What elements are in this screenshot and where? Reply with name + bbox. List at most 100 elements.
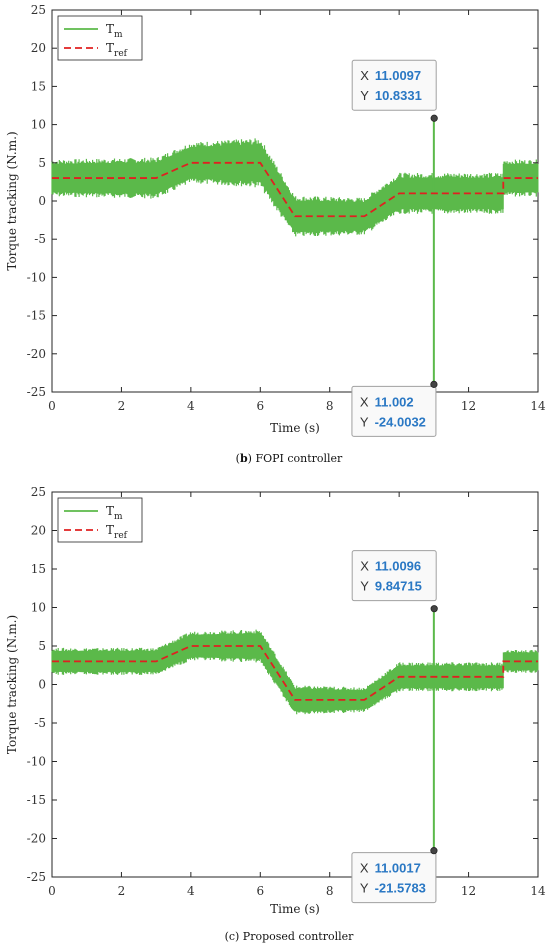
- datatip-row: X 11.0017: [360, 861, 421, 876]
- x-tick-label: 6: [256, 399, 264, 413]
- legend-label-m: Tm: [106, 22, 123, 40]
- y-tick-label: -15: [27, 309, 46, 323]
- datatip-row: Y -24.0032: [360, 414, 426, 429]
- legend-subscript: m: [114, 512, 123, 522]
- legend-box: [57, 497, 143, 543]
- datatip: X 11.0017 Y -21.5783: [351, 847, 438, 904]
- legend-name: T: [106, 41, 114, 55]
- x-tick-label: 12: [461, 399, 476, 413]
- y-tick-label: -15: [27, 793, 46, 807]
- datatip-marker: [430, 847, 438, 855]
- chart-panel-b: 02468101214-25-20-15-10-50510152025Time …: [5, 3, 546, 465]
- x-tick-label: 14: [530, 399, 546, 413]
- x-tick-label: 8: [326, 884, 334, 898]
- legend-name: T: [106, 504, 114, 518]
- datatip-value: 11.0096: [375, 559, 421, 574]
- caption-label: b: [240, 452, 248, 465]
- datatip-row: Y 9.84715: [360, 579, 422, 594]
- x-tick-label: 12: [461, 884, 476, 898]
- datatip-value: -21.5783: [375, 881, 426, 896]
- datatip-row: Y 10.8331: [360, 88, 422, 103]
- y-tick-label: 20: [31, 41, 46, 55]
- legend-box: [57, 15, 143, 61]
- y-tick-label: -5: [34, 716, 46, 730]
- datatip-axis-label: Y: [360, 88, 369, 103]
- datatip-box: [351, 550, 437, 602]
- datatip-axis-label: X: [360, 68, 369, 83]
- datatip-value: -24.0032: [375, 414, 426, 429]
- y-tick-label: -5: [34, 232, 46, 246]
- x-tick-label: 8: [326, 399, 334, 413]
- caption-text: FOPI controller: [252, 452, 343, 465]
- panel-caption: (b) FOPI controller: [236, 452, 343, 465]
- datatip-value: 11.002: [375, 394, 414, 409]
- datatip-value: 11.0017: [375, 861, 421, 876]
- datatip: X 11.002 Y -24.0032: [351, 380, 438, 437]
- y-tick-label: 5: [38, 639, 46, 653]
- x-axis-label: Time (s): [270, 421, 320, 435]
- datatip-axis-label: Y: [360, 579, 369, 594]
- y-tick-label: 0: [38, 194, 46, 208]
- datatip-axis-label: Y: [360, 414, 369, 429]
- datatip-marker: [430, 605, 438, 613]
- y-tick-label: 5: [38, 156, 46, 170]
- caption-text: (c) Proposed controller: [225, 930, 355, 943]
- legend-label-m: Tm: [106, 504, 123, 522]
- y-tick-label: 25: [31, 485, 46, 499]
- datatip-box: [351, 59, 437, 111]
- datatip: X 11.0096 Y 9.84715: [351, 550, 438, 613]
- tref-line: [52, 161, 538, 218]
- x-tick-label: 2: [118, 884, 126, 898]
- datatip-row: Y -21.5783: [360, 881, 426, 896]
- y-tick-label: 15: [31, 562, 46, 576]
- chart-panel-c: 02468101214-25-20-15-10-50510152025Time …: [5, 485, 546, 943]
- datatip-axis-label: X: [360, 861, 369, 876]
- legend-subscript: ref: [114, 49, 128, 59]
- y-tick-label: 0: [38, 678, 46, 692]
- y-tick-label: -20: [27, 832, 46, 846]
- y-tick-label: 10: [31, 601, 46, 615]
- x-tick-label: 14: [530, 884, 546, 898]
- datatip-marker: [430, 114, 438, 122]
- tref-line: [52, 645, 538, 701]
- legend-label-ref: Tref: [106, 523, 128, 541]
- panel-caption: (c) Proposed controller: [225, 930, 355, 943]
- x-tick-label: 6: [256, 884, 264, 898]
- x-tick-label: 0: [48, 399, 56, 413]
- y-tick-label: 25: [31, 3, 46, 17]
- datatip-row: X 11.0096: [360, 559, 421, 574]
- datatip-axis-label: X: [360, 559, 369, 574]
- y-tick-label: -10: [27, 755, 46, 769]
- legend-subscript: ref: [114, 531, 128, 541]
- y-tick-label: 20: [31, 524, 46, 538]
- datatip-value: 10.8331: [375, 88, 422, 103]
- y-tick-label: -10: [27, 270, 46, 284]
- datatip-value: 9.84715: [375, 579, 422, 594]
- y-tick-label: -20: [27, 347, 46, 361]
- datatip: X 11.0097 Y 10.8331: [351, 59, 438, 122]
- datatip-value: 11.0097: [375, 68, 421, 83]
- x-tick-label: 0: [48, 884, 56, 898]
- datatip-marker: [430, 380, 438, 388]
- y-axis-label: Torque tracking (N.m.): [5, 615, 19, 754]
- datatip-row: X 11.002: [360, 394, 414, 409]
- x-tick-label: 4: [187, 399, 195, 413]
- x-tick-label: 2: [118, 399, 126, 413]
- legend-name: T: [106, 523, 114, 537]
- y-axis-label: Torque tracking (N.m.): [5, 131, 19, 270]
- datatip-axis-label: Y: [360, 881, 369, 896]
- legend-name: T: [106, 22, 114, 36]
- y-tick-label: 15: [31, 79, 46, 93]
- y-tick-label: 10: [31, 118, 46, 132]
- y-tick-label: -25: [27, 385, 46, 399]
- datatip-box: [351, 385, 437, 437]
- legend-subscript: m: [114, 30, 123, 40]
- y-tick-label: -25: [27, 870, 46, 884]
- datatip-row: X 11.0097: [360, 68, 421, 83]
- legend-label-ref: Tref: [106, 41, 128, 59]
- caption-paren-open: (: [236, 452, 240, 465]
- x-tick-label: 4: [187, 884, 195, 898]
